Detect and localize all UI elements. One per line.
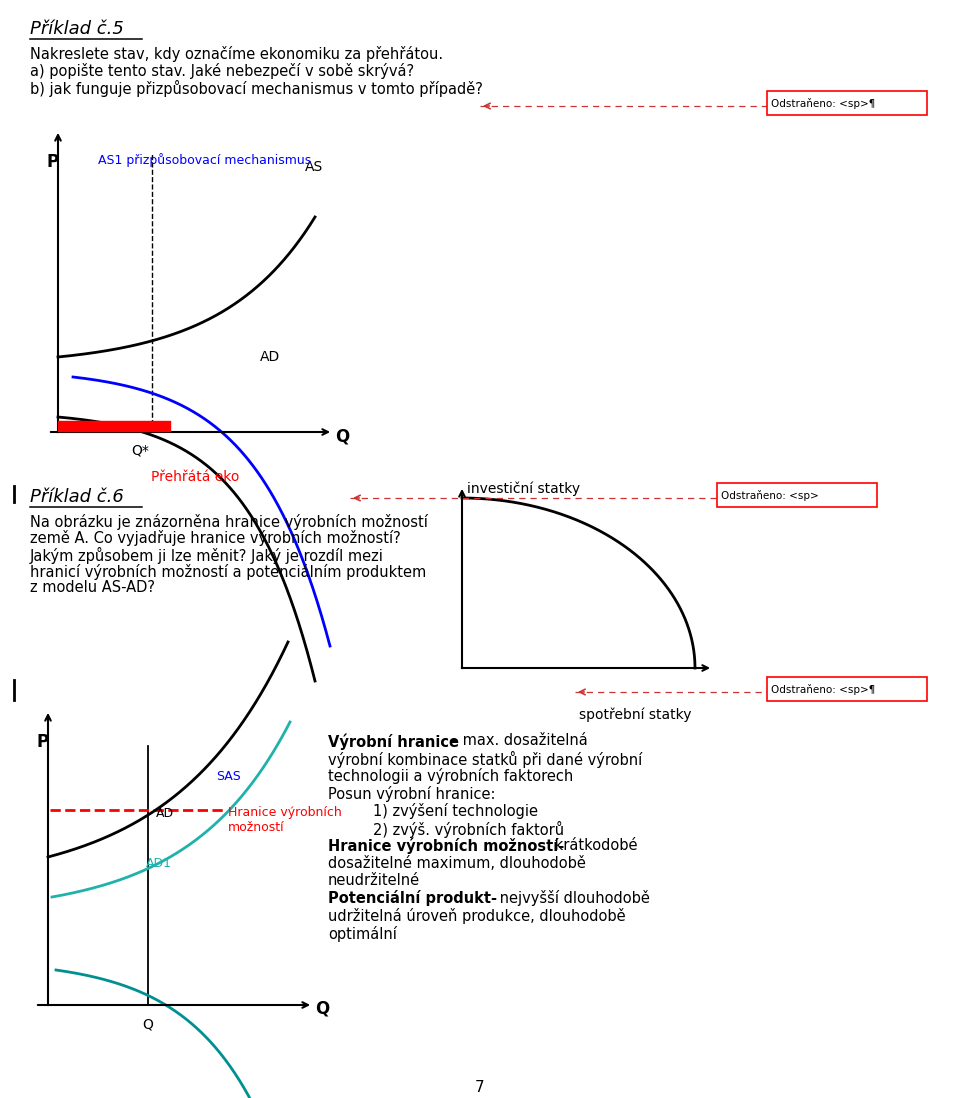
Text: Odstraňeno: <sp>¶: Odstraňeno: <sp>¶ (771, 684, 876, 695)
Text: Potenciální produkt-: Potenciální produkt- (328, 890, 497, 907)
Text: a) popište tento stav. Jaké nebezpečí v sobě skrývá?: a) popište tento stav. Jaké nebezpečí v … (30, 63, 414, 79)
Text: spotřební statky: spotřební statky (579, 708, 691, 722)
Text: hranicí výrobních možností a potenciálním produktem: hranicí výrobních možností a potenciální… (30, 563, 426, 580)
Text: Hranice výrobních možností-: Hranice výrobních možností- (328, 838, 564, 854)
Text: Hranice výrobních
možností: Hranice výrobních možností (228, 806, 342, 834)
Text: AS: AS (305, 160, 324, 173)
Text: dosažitelné maximum, dlouhodobě: dosažitelné maximum, dlouhodobě (328, 855, 586, 871)
Text: nejvyšší dlouhodobě: nejvyšší dlouhodobě (495, 890, 650, 907)
Text: – max. dosažitelná: – max. dosažitelná (446, 733, 588, 748)
Text: SAS: SAS (216, 770, 241, 783)
Text: z modelu AS-AD?: z modelu AS-AD? (30, 580, 155, 595)
Text: Odstraňeno: <sp>: Odstraňeno: <sp> (721, 490, 819, 501)
Text: 2) zvýš. výrobních faktorů: 2) zvýš. výrobních faktorů (373, 820, 564, 838)
Text: Q: Q (315, 1000, 329, 1018)
Text: optimální: optimální (328, 926, 396, 941)
Text: Odstraňeno: <sp>¶: Odstraňeno: <sp>¶ (771, 98, 876, 109)
Text: AS1 přizpůsobovací mechanismus: AS1 přizpůsobovací mechanismus (98, 153, 311, 167)
Text: Q: Q (143, 1018, 154, 1032)
Text: Nakreslete stav, kdy označíme ekonomiku za přehřátou.: Nakreslete stav, kdy označíme ekonomiku … (30, 46, 444, 61)
FancyBboxPatch shape (767, 91, 927, 115)
Text: P: P (36, 733, 48, 751)
Text: technologii a výrobních faktorech: technologii a výrobních faktorech (328, 768, 573, 784)
Text: investiční statky: investiční statky (467, 482, 580, 496)
Text: P: P (46, 153, 59, 171)
Text: AD1: AD1 (146, 858, 172, 870)
Text: Příklad č.6: Příklad č.6 (30, 488, 124, 506)
Text: Na obrázku je znázorněna hranice výrobních možností: Na obrázku je znázorněna hranice výrobní… (30, 514, 428, 530)
Text: neudržitelné: neudržitelné (328, 873, 420, 888)
Text: b) jak funguje přizpůsobovací mechanismus v tomto případě?: b) jak funguje přizpůsobovací mechanismu… (30, 80, 483, 97)
Text: Q*: Q* (132, 442, 149, 457)
Text: Q: Q (335, 427, 349, 445)
Text: krátkodobé: krátkodobé (550, 838, 637, 853)
Text: výrobní kombinace statků při dané výrobní: výrobní kombinace statků při dané výrobn… (328, 751, 642, 768)
Text: 7: 7 (475, 1080, 485, 1095)
Text: udržitelná úroveň produkce, dlouhodobě: udržitelná úroveň produkce, dlouhodobě (328, 908, 626, 925)
Text: Příklad č.5: Příklad č.5 (30, 20, 124, 38)
Text: AD: AD (156, 807, 174, 820)
Text: Jakým způsobem ji lze měnit? Jaký je rozdíl mezi: Jakým způsobem ji lze měnit? Jaký je roz… (30, 547, 384, 564)
Text: 1) zvýšení technologie: 1) zvýšení technologie (373, 803, 538, 819)
Text: Výrobní hranice: Výrobní hranice (328, 733, 459, 750)
FancyBboxPatch shape (767, 677, 927, 701)
Text: země A. Co vyjadřuje hranice výrobních možností?: země A. Co vyjadřuje hranice výrobních m… (30, 530, 400, 547)
Text: AD: AD (260, 350, 280, 365)
FancyBboxPatch shape (717, 483, 877, 507)
Text: Posun výrobní hranice:: Posun výrobní hranice: (328, 785, 495, 802)
Text: Přehřátá eko: Přehřátá eko (151, 470, 239, 484)
